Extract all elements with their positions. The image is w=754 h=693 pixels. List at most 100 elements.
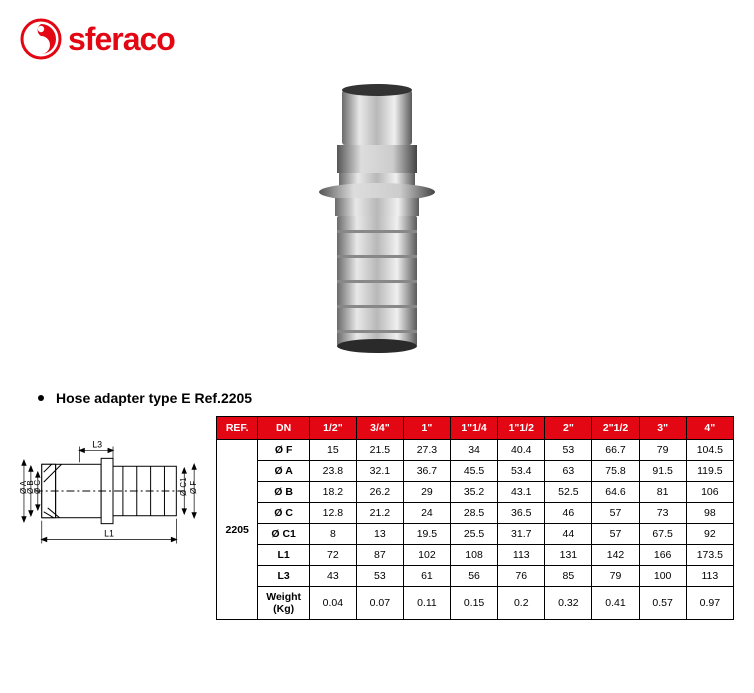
- value-cell: 0.15: [450, 587, 497, 620]
- value-cell: 52.5: [545, 482, 592, 503]
- value-cell: 21.5: [356, 440, 403, 461]
- col-header: REF.: [217, 417, 258, 440]
- col-header: 4": [686, 417, 733, 440]
- table-row: L17287102108113131142166173.5: [217, 545, 734, 566]
- value-cell: 73: [639, 503, 686, 524]
- value-cell: 53: [545, 440, 592, 461]
- section-heading-row: Hose adapter type E Ref.2205: [38, 390, 734, 406]
- col-header: 1": [403, 417, 450, 440]
- value-cell: 35.2: [450, 482, 497, 503]
- value-cell: 173.5: [686, 545, 733, 566]
- value-cell: 142: [592, 545, 639, 566]
- col-header: 3/4": [356, 417, 403, 440]
- value-cell: 56: [450, 566, 497, 587]
- value-cell: 79: [639, 440, 686, 461]
- param-cell: L3: [258, 566, 309, 587]
- value-cell: 26.2: [356, 482, 403, 503]
- value-cell: 87: [356, 545, 403, 566]
- dim-l1: L1: [104, 529, 114, 539]
- table-header-row: REF.DN1/2"3/4"1"1"1/41"1/22"2"1/23"4": [217, 417, 734, 440]
- value-cell: 92: [686, 524, 733, 545]
- brand-logo-mark: [20, 18, 62, 60]
- value-cell: 108: [450, 545, 497, 566]
- value-cell: 131: [545, 545, 592, 566]
- value-cell: 15: [309, 440, 356, 461]
- value-cell: 45.5: [450, 461, 497, 482]
- product-image: [287, 80, 467, 360]
- value-cell: 24: [403, 503, 450, 524]
- value-cell: 21.2: [356, 503, 403, 524]
- value-cell: 57: [592, 503, 639, 524]
- value-cell: 34: [450, 440, 497, 461]
- value-cell: 75.8: [592, 461, 639, 482]
- value-cell: 18.2: [309, 482, 356, 503]
- value-cell: 19.5: [403, 524, 450, 545]
- value-cell: 64.6: [592, 482, 639, 503]
- bullet-icon: [38, 395, 44, 401]
- value-cell: 61: [403, 566, 450, 587]
- value-cell: 91.5: [639, 461, 686, 482]
- value-cell: 0.97: [686, 587, 733, 620]
- value-cell: 0.07: [356, 587, 403, 620]
- value-cell: 40.4: [498, 440, 545, 461]
- value-cell: 25.5: [450, 524, 497, 545]
- value-cell: 36.5: [498, 503, 545, 524]
- param-cell: Ø B: [258, 482, 309, 503]
- col-header: 1/2": [309, 417, 356, 440]
- value-cell: 76: [498, 566, 545, 587]
- param-cell: Ø A: [258, 461, 309, 482]
- value-cell: 98: [686, 503, 733, 524]
- value-cell: 0.57: [639, 587, 686, 620]
- table-row: Ø A23.832.136.745.553.46375.891.5119.5: [217, 461, 734, 482]
- value-cell: 31.7: [498, 524, 545, 545]
- value-cell: 100: [639, 566, 686, 587]
- col-header: 2"1/2: [592, 417, 639, 440]
- col-header: 1"1/2: [498, 417, 545, 440]
- value-cell: 0.41: [592, 587, 639, 620]
- section-heading: Hose adapter type E Ref.2205: [56, 390, 252, 406]
- table-row: 2205Ø F1521.527.33440.45366.779104.5: [217, 440, 734, 461]
- value-cell: 102: [403, 545, 450, 566]
- table-row: Ø C181319.525.531.7445767.592: [217, 524, 734, 545]
- value-cell: 0.04: [309, 587, 356, 620]
- col-header: 3": [639, 417, 686, 440]
- col-header: 2": [545, 417, 592, 440]
- param-cell: Ø F: [258, 440, 309, 461]
- spec-table: REF.DN1/2"3/4"1"1"1/41"1/22"2"1/23"4" 22…: [216, 416, 734, 620]
- value-cell: 36.7: [403, 461, 450, 482]
- ref-cell: 2205: [217, 440, 258, 620]
- brand-name: sferaco: [68, 21, 175, 58]
- value-cell: 66.7: [592, 440, 639, 461]
- table-row: Ø B18.226.22935.243.152.564.681106: [217, 482, 734, 503]
- value-cell: 72: [309, 545, 356, 566]
- value-cell: 119.5: [686, 461, 733, 482]
- value-cell: 0.32: [545, 587, 592, 620]
- value-cell: 104.5: [686, 440, 733, 461]
- value-cell: 67.5: [639, 524, 686, 545]
- table-row: Weight (Kg)0.040.070.110.150.20.320.410.…: [217, 587, 734, 620]
- value-cell: 28.5: [450, 503, 497, 524]
- value-cell: 43: [309, 566, 356, 587]
- value-cell: 27.3: [403, 440, 450, 461]
- value-cell: 113: [498, 545, 545, 566]
- dim-of: Ø F: [189, 481, 198, 494]
- value-cell: 63: [545, 461, 592, 482]
- value-cell: 166: [639, 545, 686, 566]
- value-cell: 53.4: [498, 461, 545, 482]
- dim-oc: Ø C: [33, 480, 42, 494]
- value-cell: 29: [403, 482, 450, 503]
- brand-logo: sferaco: [20, 18, 734, 60]
- value-cell: 23.8: [309, 461, 356, 482]
- param-cell: Ø C: [258, 503, 309, 524]
- value-cell: 12.8: [309, 503, 356, 524]
- value-cell: 0.2: [498, 587, 545, 620]
- value-cell: 57: [592, 524, 639, 545]
- value-cell: 8: [309, 524, 356, 545]
- table-row: Ø C12.821.22428.536.546577398: [217, 503, 734, 524]
- value-cell: 0.11: [403, 587, 450, 620]
- value-cell: 53: [356, 566, 403, 587]
- value-cell: 81: [639, 482, 686, 503]
- param-cell: Weight (Kg): [258, 587, 309, 620]
- value-cell: 13: [356, 524, 403, 545]
- value-cell: 79: [592, 566, 639, 587]
